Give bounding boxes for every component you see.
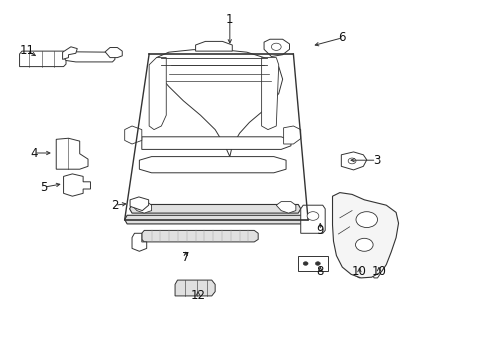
Polygon shape xyxy=(132,233,146,251)
Circle shape xyxy=(306,212,318,220)
Polygon shape xyxy=(62,47,77,59)
Text: 5: 5 xyxy=(40,181,48,194)
Polygon shape xyxy=(149,58,166,130)
Polygon shape xyxy=(105,48,122,58)
Polygon shape xyxy=(63,174,90,196)
Polygon shape xyxy=(371,253,380,278)
Polygon shape xyxy=(129,204,300,213)
Polygon shape xyxy=(283,126,300,144)
Polygon shape xyxy=(142,137,290,149)
Polygon shape xyxy=(351,253,365,278)
Polygon shape xyxy=(156,50,282,157)
Text: 12: 12 xyxy=(190,289,205,302)
Text: 10: 10 xyxy=(371,265,386,278)
Text: 1: 1 xyxy=(225,13,233,26)
Polygon shape xyxy=(300,205,325,233)
Polygon shape xyxy=(195,41,232,51)
Text: 4: 4 xyxy=(30,147,38,159)
Circle shape xyxy=(355,212,377,228)
Polygon shape xyxy=(261,58,278,130)
Polygon shape xyxy=(264,39,289,57)
Text: 8: 8 xyxy=(316,265,324,278)
Text: 9: 9 xyxy=(316,224,324,237)
Polygon shape xyxy=(332,193,398,278)
Polygon shape xyxy=(56,138,88,169)
Polygon shape xyxy=(276,202,295,213)
Polygon shape xyxy=(20,51,66,67)
Polygon shape xyxy=(139,157,285,173)
Polygon shape xyxy=(130,197,148,211)
Polygon shape xyxy=(341,152,366,170)
Polygon shape xyxy=(142,230,258,242)
Polygon shape xyxy=(298,256,327,271)
Polygon shape xyxy=(124,215,305,224)
Text: 6: 6 xyxy=(338,31,346,44)
Circle shape xyxy=(355,238,372,251)
Polygon shape xyxy=(132,202,151,213)
Polygon shape xyxy=(63,52,115,62)
Circle shape xyxy=(303,262,307,265)
Text: 11: 11 xyxy=(20,44,34,57)
Text: 10: 10 xyxy=(351,265,366,278)
Circle shape xyxy=(315,262,320,265)
Text: 7: 7 xyxy=(182,251,189,264)
Text: 3: 3 xyxy=(372,154,380,167)
Text: 2: 2 xyxy=(111,199,119,212)
Polygon shape xyxy=(124,126,142,144)
Circle shape xyxy=(271,43,281,50)
Circle shape xyxy=(347,158,355,164)
Polygon shape xyxy=(175,280,215,296)
